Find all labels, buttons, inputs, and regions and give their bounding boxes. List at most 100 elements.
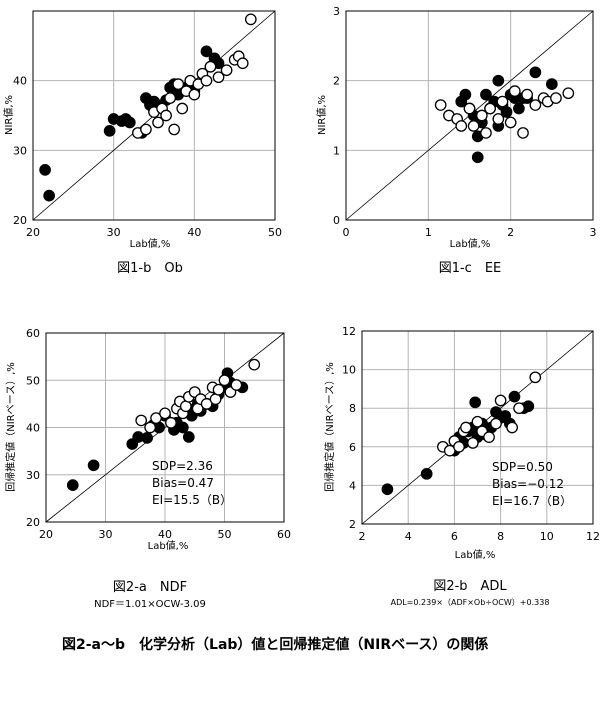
y-axis-label: 回帰推定値（NIRベース）,% [323,362,336,492]
data-point-open [244,13,257,26]
y-tick-label: 2 [333,75,340,88]
x-tick-label: 2 [507,226,514,239]
x-axis-label: Lab値,% [148,539,189,552]
x-tick-label: 60 [277,528,291,541]
plot-frame [361,330,594,525]
stat-annotation: Bias=0.47 [152,476,214,490]
data-point-filled [529,66,542,79]
plot-frame [345,10,594,221]
y-tick-label: 0 [333,214,340,227]
data-point-open [248,358,261,371]
data-point-open [434,99,447,111]
data-point-open [200,398,213,410]
stat-annotation: EI=15.5（B） [152,493,232,507]
y-tick-label: 40 [13,75,27,88]
chart-title: 図1-c EE [439,261,502,276]
data-point-open [480,127,492,139]
data-point-open [204,60,217,73]
data-point-filled [492,74,505,87]
data-point-filled [66,479,79,491]
data-point-open [483,431,495,443]
chart-equation: ADL=0.239×（ADF×Ob÷OCW）+0.338 [391,598,550,607]
x-tick-label: 20 [26,226,40,239]
data-point-open [218,374,231,387]
data-point-open [506,421,519,434]
data-point-open [494,394,507,407]
data-point-open [521,88,533,101]
x-tick-label: 40 [158,528,172,541]
data-point-open [463,102,476,115]
data-point-filled [39,163,51,176]
data-point-open [455,120,468,132]
data-point-open [212,383,225,396]
plot-frame [45,332,285,523]
data-point-open [513,402,525,415]
stat-annotation: EI=16.7（B） [492,494,572,508]
data-point-open [529,371,542,384]
data-point-filled [513,102,525,115]
x-axis-label: Lab値,% [450,237,491,250]
data-point-open [160,109,172,122]
data-point-open [176,102,189,115]
y-tick-label: 60 [26,327,40,340]
y-tick-label: 3 [333,5,340,18]
ee-chart: 0 1 2 3 0 1 2 3 Lab値,% NIR値,% 図1-c EE [315,5,597,276]
y-tick-label: 30 [13,144,27,157]
x-tick-label: 6 [451,530,458,543]
y-tick-label: 10 [342,364,356,377]
y-tick-label: 1 [333,144,340,157]
y-tick-label: 6 [349,441,356,454]
x-tick-label: 12 [586,530,600,543]
y-tick-label: 30 [26,469,40,482]
data-point-filled [471,151,484,164]
data-point-filled [182,431,195,443]
x-tick-label: 50 [218,528,232,541]
x-axis-label: Lab値,% [130,237,171,250]
data-point-filled [508,390,521,403]
x-tick-label: 30 [107,226,121,239]
ob-chart: 20 30 40 50 20 30 40 Lab値,% NIR値,% 図1-b Ob [2,10,282,276]
data-point-filled [459,88,472,101]
y-axis-label: NIR値,% [2,95,15,135]
data-point-open [529,99,542,111]
data-point-open [159,407,171,420]
stat-annotation: SDP=2.36 [152,459,213,473]
data-point-open [484,102,496,115]
data-point-open [220,64,233,77]
chart-title: 図2-a NDF [113,580,187,595]
data-point-filled [103,124,116,137]
data-point-filled [480,88,492,101]
y-tick-label: 20 [26,516,40,529]
data-point-open [471,415,484,428]
data-point-open [550,92,562,104]
x-tick-label: 4 [405,530,412,543]
adl-chart: 2 4 6 8 10 12 2 4 6 8 10 12 Lab値,% 回帰推定値（NIRベース）,% SDP… [323,325,600,607]
data-point-open [165,416,177,429]
data-point-filled [545,78,558,91]
stat-annotation: SDP=0.50 [492,460,553,474]
data-point-open [453,440,465,453]
identity-line [45,332,285,523]
data-point-open [467,437,479,449]
data-point-filled [200,45,213,58]
data-point-open [212,71,225,84]
data-point-open [496,95,509,108]
data-point-filled [43,189,55,202]
y-tick-label: 40 [26,422,40,435]
data-point-open [172,78,185,91]
data-point-open [150,412,162,424]
y-tick-label: 2 [349,518,356,531]
chart-title: 図2-b ADL [433,579,507,594]
data-point-filled [177,421,189,434]
figure-caption: 図2-a～b 化学分析（Lab）値と回帰推定値（NIRベース）の関係 [62,636,488,653]
data-point-open [168,123,181,136]
data-point-open [475,109,488,122]
stat-annotation: Bias=−0.12 [492,477,564,491]
plot-frame [32,10,276,221]
y-tick-label: 12 [342,325,356,338]
data-point-open [230,379,243,391]
data-point-open [504,116,517,129]
data-point-open [517,127,529,139]
x-tick-label: 50 [268,226,282,239]
y-tick-label: 50 [26,374,40,387]
